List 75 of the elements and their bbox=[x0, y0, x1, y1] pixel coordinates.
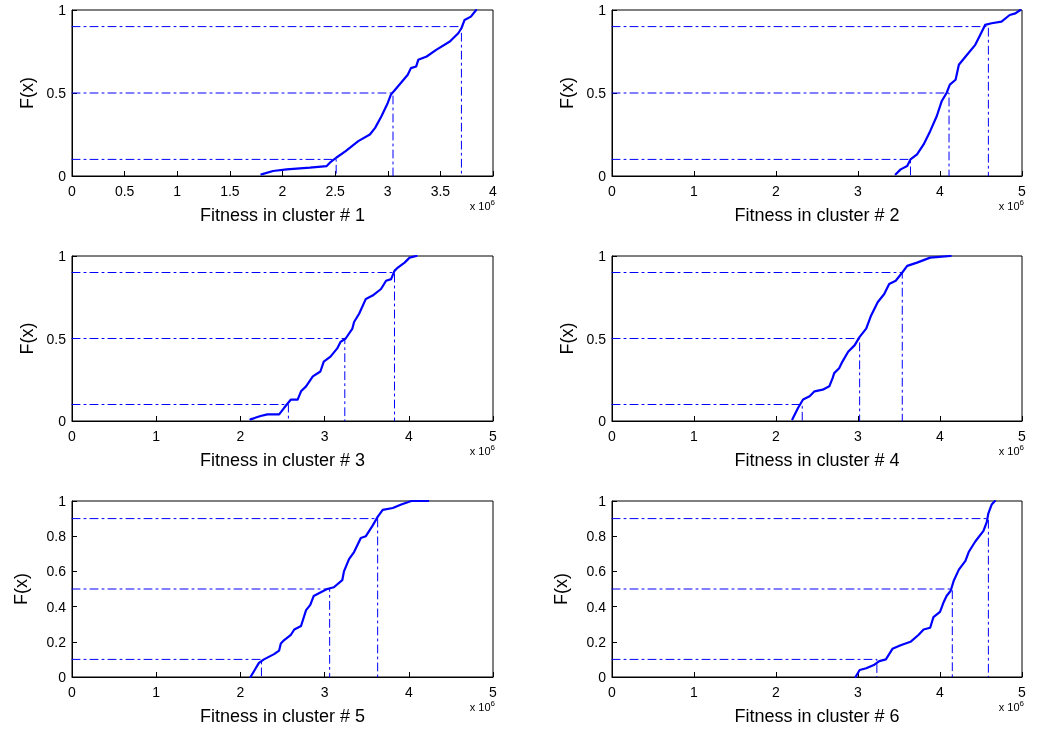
x-tick-label: 0 bbox=[68, 684, 77, 700]
x-tick-label: 0 bbox=[608, 183, 617, 199]
x-tick-label: 3 bbox=[383, 183, 392, 199]
x-tick-label: 0 bbox=[608, 684, 617, 700]
y-axis-title: F(x) bbox=[16, 322, 37, 355]
x-tick-label: 5 bbox=[1018, 183, 1027, 199]
x-tick-label: 0 bbox=[608, 428, 617, 444]
x-tick-label: 1.5 bbox=[220, 183, 240, 199]
x-axis-title: Fitness in cluster # 4 bbox=[734, 450, 900, 470]
x-tick-label: 4 bbox=[936, 183, 945, 199]
x-tick-label: 4 bbox=[404, 428, 413, 444]
x-axis-title: Fitness in cluster # 5 bbox=[199, 706, 366, 726]
y-axis-title: F(x) bbox=[16, 77, 37, 109]
x-tick-label: 2 bbox=[236, 684, 245, 700]
y-tick-label: 0.4 bbox=[586, 598, 607, 615]
x-tick-label: 5 bbox=[489, 684, 498, 700]
x-tick-label: 0.5 bbox=[114, 183, 135, 199]
x-tick-label: 2.5 bbox=[325, 183, 346, 199]
x-tick-label: 1 bbox=[152, 428, 161, 444]
y-tick-label: 0 bbox=[598, 669, 607, 685]
y-tick-label: 1 bbox=[598, 493, 607, 509]
x-tick-label: 2 bbox=[772, 428, 781, 444]
y-axis-title: F(x) bbox=[556, 77, 577, 109]
x-axis-title: Fitness in cluster # 6 bbox=[734, 706, 900, 726]
x-tick-label: 4 bbox=[936, 684, 945, 700]
x-tick-label: 3.5 bbox=[430, 183, 451, 199]
x-tick-label: 5 bbox=[1018, 684, 1027, 700]
y-tick-label: 1 bbox=[58, 2, 67, 18]
x-tick-label: 2 bbox=[278, 183, 287, 199]
y-tick-label: 1 bbox=[598, 2, 607, 18]
y-tick-label: 0.8 bbox=[46, 528, 67, 545]
x-tick-label: 0 bbox=[68, 183, 77, 199]
x-tick-label: 4 bbox=[489, 183, 498, 199]
x-tick-label: 1 bbox=[690, 183, 699, 199]
x-axis-title: Fitness in cluster # 2 bbox=[734, 205, 900, 225]
y-tick-label: 1 bbox=[598, 248, 607, 264]
y-axis-title: F(x) bbox=[556, 322, 577, 355]
y-tick-label: 0.2 bbox=[586, 633, 607, 650]
x-tick-label: 1 bbox=[690, 428, 699, 444]
x-tick-label: 5 bbox=[489, 428, 498, 444]
y-tick-label: 0 bbox=[58, 168, 67, 184]
y-tick-label: 0 bbox=[598, 168, 607, 184]
y-tick-label: 0.8 bbox=[586, 528, 607, 545]
x-tick-label: 0 bbox=[68, 428, 77, 444]
y-tick-label: 0.5 bbox=[46, 85, 67, 101]
y-tick-label: 1 bbox=[58, 248, 67, 264]
y-tick-label: 0 bbox=[598, 413, 607, 429]
x-tick-label: 1 bbox=[690, 684, 699, 700]
y-tick-label: 0.5 bbox=[586, 85, 607, 101]
x-axis-title: Fitness in cluster # 3 bbox=[199, 450, 366, 470]
y-tick-label: 0.5 bbox=[586, 330, 607, 347]
x-tick-label: 3 bbox=[854, 428, 863, 444]
x-tick-label: 3 bbox=[854, 684, 863, 700]
y-tick-label: 0.5 bbox=[46, 330, 67, 347]
x-tick-label: 3 bbox=[320, 428, 329, 444]
x-tick-label: 1 bbox=[173, 183, 182, 199]
y-axis-title: F(x) bbox=[551, 573, 571, 605]
y-tick-label: 0.6 bbox=[586, 563, 607, 580]
x-tick-label: 4 bbox=[404, 684, 413, 700]
y-tick-label: 0.2 bbox=[46, 633, 67, 650]
x-tick-label: 5 bbox=[1018, 428, 1027, 444]
x-tick-label: 3 bbox=[854, 183, 863, 199]
y-tick-label: 1 bbox=[58, 493, 67, 509]
x-tick-label: 1 bbox=[152, 684, 161, 700]
y-tick-label: 0.4 bbox=[46, 598, 67, 615]
x-tick-label: 2 bbox=[772, 684, 781, 700]
x-tick-label: 3 bbox=[320, 684, 329, 700]
x-tick-label: 2 bbox=[772, 183, 781, 199]
y-tick-label: 0 bbox=[58, 669, 67, 685]
x-axis-title: Fitness in cluster # 1 bbox=[199, 205, 366, 225]
y-tick-label: 0 bbox=[58, 413, 67, 429]
y-axis-title: F(x) bbox=[11, 573, 31, 605]
y-tick-label: 0.6 bbox=[46, 563, 67, 580]
x-tick-label: 2 bbox=[236, 428, 245, 444]
x-tick-label: 4 bbox=[936, 428, 945, 444]
